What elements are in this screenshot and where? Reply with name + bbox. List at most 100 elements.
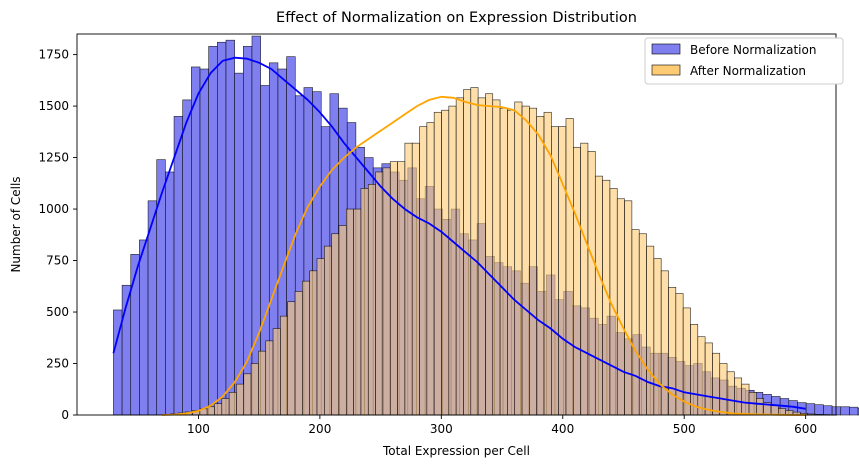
legend-label-after: After Normalization (690, 64, 806, 78)
histogram-bar (234, 72, 244, 416)
histogram-bar (653, 258, 662, 416)
histogram-bar (631, 229, 640, 416)
histogram-bar (470, 87, 479, 416)
x-tick-label: 300 (430, 422, 453, 436)
y-tick-label: 0 (61, 408, 69, 422)
x-tick-label: 500 (673, 422, 696, 436)
histogram-bar (573, 146, 581, 416)
histogram-bar (382, 167, 391, 416)
legend: Before Normalization After Normalization (644, 37, 844, 85)
legend-box (644, 37, 844, 85)
histogram-bar (849, 406, 859, 416)
histogram-bar (646, 245, 655, 416)
histogram-bar (225, 39, 235, 416)
histogram-bar (840, 406, 850, 416)
histogram-bar (426, 122, 435, 416)
plot-area-frame (76, 33, 837, 416)
histogram-bar (690, 324, 699, 416)
histogram-bar (367, 184, 376, 416)
histogram-bar (324, 245, 332, 416)
histogram-bar (697, 336, 706, 416)
histogram-bar (173, 116, 184, 416)
histogram-bar (726, 371, 735, 416)
histogram-bar (404, 142, 413, 416)
histogram-bar (558, 126, 567, 416)
histogram-bar (580, 142, 589, 416)
histogram-bar (624, 200, 633, 416)
after-normalization-kde-line (161, 95, 806, 416)
histogram-bar (433, 111, 442, 416)
y-tick-label: 1250 (38, 151, 69, 165)
x-axis-title: Total Expression per Cell (382, 444, 530, 458)
histogram-bar (272, 328, 281, 416)
after-normalization-bars (162, 87, 838, 416)
histogram-bar (258, 350, 267, 416)
y-tick-label: 500 (46, 305, 69, 319)
legend-swatch-after (651, 64, 681, 76)
histogram-bar (316, 258, 325, 416)
histogram-bar (616, 198, 625, 416)
histogram-bar (521, 105, 530, 416)
histogram-bar (217, 41, 227, 416)
histogram-bar (419, 126, 428, 416)
histogram-bar (448, 105, 457, 416)
histogram-bar (741, 383, 750, 416)
histogram-bar (302, 280, 310, 416)
histogram-bar (199, 68, 209, 416)
histogram-bar (345, 208, 354, 416)
histogram-bar (287, 301, 296, 416)
histogram-bar (243, 373, 252, 416)
histogram-bar (529, 107, 537, 416)
histogram-bar (165, 171, 175, 416)
histogram-bar (565, 118, 574, 416)
histogram-bar (492, 99, 501, 416)
histogram-bar (250, 363, 259, 416)
histogram-bar (206, 406, 215, 416)
histogram-bar (543, 111, 552, 416)
histogram-bar (594, 175, 603, 416)
histogram-bar (514, 101, 523, 416)
histogram-bar (353, 208, 362, 416)
histogram-bar (587, 151, 596, 416)
histogram-bar (536, 116, 545, 416)
y-tick-label: 1000 (38, 202, 69, 216)
y-tick-label: 750 (46, 254, 69, 268)
y-axis-title: Number of Cells (9, 176, 23, 272)
histogram-bar (236, 383, 245, 416)
histogram-bar (375, 171, 384, 416)
histogram-bar (507, 109, 516, 416)
histogram-bar (182, 99, 192, 416)
x-tick-label: 600 (794, 422, 817, 436)
legend-swatch-before (651, 43, 681, 55)
y-tick-label: 1750 (38, 48, 69, 62)
histogram-bar (280, 315, 289, 416)
histogram-bar (265, 340, 274, 416)
histogram-bar (682, 307, 691, 416)
histogram-bar (309, 270, 318, 416)
histogram-bar (704, 342, 713, 416)
before-normalization-kde-line (112, 56, 806, 410)
histogram-bar (770, 405, 779, 416)
histogram-bar (485, 93, 494, 416)
histogram-bar (477, 97, 486, 416)
histogram-bar (734, 377, 743, 416)
histogram-bar (660, 270, 669, 416)
histogram-bar (441, 109, 450, 416)
histogram-bar (191, 66, 201, 416)
y-tick-label: 250 (46, 357, 69, 371)
histogram-bar (411, 142, 420, 416)
histogram-bar (228, 392, 237, 416)
histogram-bar (823, 405, 833, 416)
histogram-bar (294, 291, 303, 416)
x-tick-label: 200 (308, 422, 331, 436)
histogram-bar (499, 107, 508, 416)
histogram-bar (719, 363, 728, 416)
histogram-bar (814, 404, 824, 416)
x-tick-label: 400 (551, 422, 574, 436)
histogram-bar (208, 46, 218, 416)
histogram-bar (221, 398, 230, 416)
histogram-bar (397, 161, 406, 416)
histogram-bar (712, 352, 721, 416)
x-axis-ticks: 100 200 300 400 500 600 (187, 415, 817, 436)
histogram-bar (214, 403, 223, 416)
